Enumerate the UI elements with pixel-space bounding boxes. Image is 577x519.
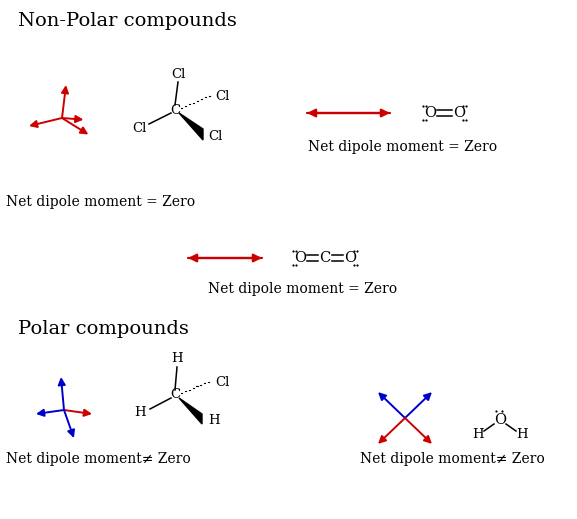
Text: H: H bbox=[516, 429, 528, 442]
Text: O: O bbox=[453, 106, 465, 120]
Text: C: C bbox=[170, 103, 180, 116]
Polygon shape bbox=[179, 113, 203, 140]
Text: Cl: Cl bbox=[215, 376, 230, 389]
Text: O: O bbox=[344, 251, 356, 265]
Text: Cl: Cl bbox=[171, 67, 185, 80]
Text: C: C bbox=[170, 389, 180, 402]
Text: H: H bbox=[134, 406, 146, 419]
Text: O: O bbox=[424, 106, 436, 120]
Text: Non-Polar compounds: Non-Polar compounds bbox=[18, 12, 237, 30]
Text: Net dipole moment = Zero: Net dipole moment = Zero bbox=[308, 140, 497, 154]
Text: Cl: Cl bbox=[132, 121, 146, 134]
Text: Net dipole moment = Zero: Net dipole moment = Zero bbox=[208, 282, 397, 296]
Polygon shape bbox=[179, 398, 202, 424]
Text: C: C bbox=[320, 251, 331, 265]
Text: Cl: Cl bbox=[215, 90, 230, 103]
Text: H: H bbox=[208, 415, 220, 428]
Text: O: O bbox=[494, 413, 506, 427]
Text: H: H bbox=[171, 352, 183, 365]
Text: Cl: Cl bbox=[208, 130, 222, 143]
Text: Net dipole moment≠ Zero: Net dipole moment≠ Zero bbox=[6, 452, 191, 466]
Text: H: H bbox=[472, 429, 484, 442]
Text: Net dipole moment≠ Zero: Net dipole moment≠ Zero bbox=[360, 452, 545, 466]
Text: O: O bbox=[294, 251, 306, 265]
Text: Polar compounds: Polar compounds bbox=[18, 320, 189, 338]
Text: Net dipole moment = Zero: Net dipole moment = Zero bbox=[6, 195, 195, 209]
